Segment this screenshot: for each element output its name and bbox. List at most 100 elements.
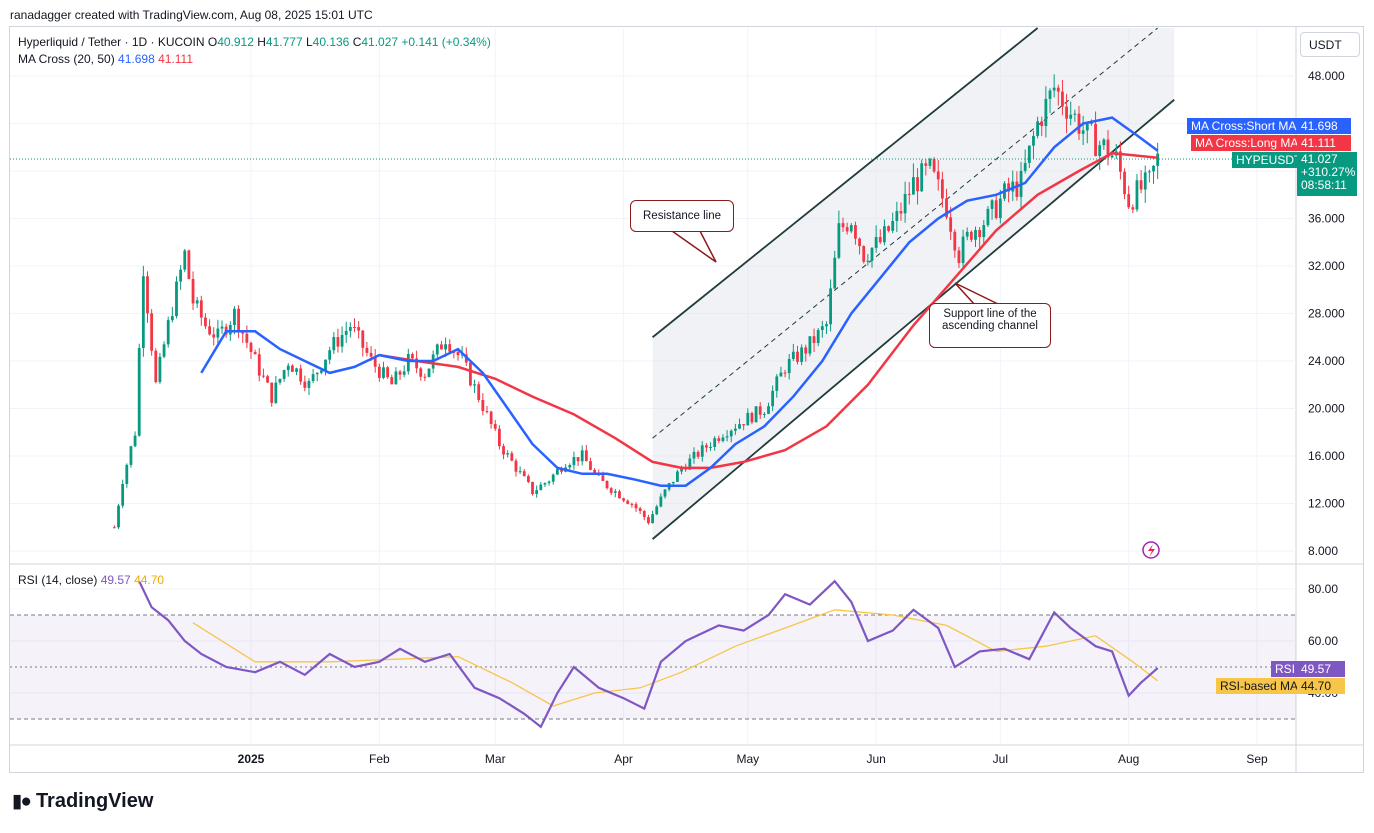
candle-body xyxy=(299,368,303,382)
rsi-label[interactable]: RSI (14, close) xyxy=(18,573,98,587)
candle-body xyxy=(535,490,539,494)
candle-body xyxy=(183,250,187,270)
time-tick-label: Jul xyxy=(993,752,1008,766)
candle-body xyxy=(874,237,878,248)
candle-body xyxy=(394,371,398,385)
candle-body xyxy=(1032,135,1035,146)
symbol-legend[interactable]: Hyperliquid / Tether · 1D · KUCOIN O40.9… xyxy=(18,35,491,49)
candle-body xyxy=(415,358,418,369)
rsi-ma-value-tag: 44.70 xyxy=(1297,678,1345,694)
candle-body xyxy=(916,177,919,192)
candle-body xyxy=(357,327,361,331)
rsi-band xyxy=(10,615,1296,719)
candle-body xyxy=(543,483,547,485)
candle-body xyxy=(175,281,178,317)
rsi-name-tag: RSI xyxy=(1271,661,1300,677)
candle-body xyxy=(812,336,816,344)
candle-body xyxy=(423,376,427,378)
candle-body xyxy=(705,445,708,448)
close-label: C xyxy=(352,35,362,49)
candle-body xyxy=(348,326,352,331)
candle-body xyxy=(237,308,240,333)
candle-body xyxy=(419,368,423,377)
long-ma-name-tag: MA Cross:Long MA xyxy=(1191,135,1303,151)
candle-body xyxy=(680,467,683,472)
candle-body xyxy=(816,330,820,344)
price-tick-label: 24.000 xyxy=(1308,354,1345,368)
price-tick-label: 36.000 xyxy=(1308,212,1345,226)
candle-body xyxy=(870,247,874,261)
candle-body xyxy=(332,337,336,351)
candle-body xyxy=(1040,121,1044,127)
candle-body xyxy=(162,344,166,357)
candle-body xyxy=(129,446,133,465)
candle-body xyxy=(721,437,725,441)
support-label-line1: Support line of the xyxy=(943,308,1037,320)
candle-body xyxy=(336,337,340,347)
price-tick-label: 12.000 xyxy=(1308,497,1345,511)
long-ma-value-tag: 41.111 xyxy=(1297,135,1351,151)
candle-body xyxy=(609,488,613,493)
candle-body xyxy=(390,377,394,385)
bar-countdown: 08:58:11 xyxy=(1301,178,1347,192)
candle-body xyxy=(899,211,903,214)
candle-body xyxy=(427,368,431,377)
candle-body xyxy=(440,344,443,350)
candle-body xyxy=(319,370,323,373)
candle-body xyxy=(841,223,845,228)
candle-body xyxy=(912,177,915,195)
price-tick-label: 48.000 xyxy=(1308,69,1345,83)
candle-body xyxy=(907,193,911,195)
candle-body xyxy=(1011,181,1015,192)
candle-body xyxy=(1061,91,1064,107)
rsi-ma-value: 44.70 xyxy=(134,573,165,587)
time-tick-label: Apr xyxy=(614,752,633,766)
long-ma-line xyxy=(379,151,1158,470)
candle-body xyxy=(717,438,721,441)
time-tick-label: Jun xyxy=(866,752,885,766)
candle-body xyxy=(406,354,410,372)
candle-body xyxy=(618,491,621,499)
rsi-legend[interactable]: RSI (14, close) 49.57 44.70 xyxy=(18,573,164,587)
candle-body xyxy=(1036,121,1039,136)
candle-body xyxy=(1027,145,1031,163)
candle-body xyxy=(125,464,129,484)
candle-body xyxy=(936,171,940,180)
candle-body xyxy=(469,362,472,386)
candle-body xyxy=(204,317,207,327)
symbol-name[interactable]: Hyperliquid / Tether · 1D · KUCOIN xyxy=(18,35,205,49)
tradingview-logo[interactable]: ▮● TradingView xyxy=(12,790,153,813)
ma-legend[interactable]: MA Cross (20, 50) 41.698 41.111 xyxy=(18,52,193,66)
candle-body xyxy=(560,469,563,472)
candle-body xyxy=(576,457,580,462)
channel-mid-line xyxy=(652,27,1158,439)
candle-body xyxy=(775,376,779,391)
candle-body xyxy=(502,446,505,455)
price-change-pct: +310.27% xyxy=(1301,165,1356,179)
candle-body xyxy=(266,376,269,383)
currency-button[interactable]: USDT xyxy=(1300,32,1360,57)
price-tick-label: 28.000 xyxy=(1308,307,1345,321)
candle-body xyxy=(659,496,663,507)
candle-body xyxy=(493,423,497,429)
candle-body xyxy=(555,469,559,475)
lightning-icon[interactable] xyxy=(1142,541,1160,559)
candle-body xyxy=(1098,145,1102,156)
candle-body xyxy=(187,250,191,279)
price-tick-label: 20.000 xyxy=(1308,402,1345,416)
candle-body xyxy=(386,367,390,378)
candle-body xyxy=(340,334,344,347)
candle-body xyxy=(1094,123,1097,156)
candle-body xyxy=(990,200,994,209)
candle-body xyxy=(800,347,804,362)
candle-body xyxy=(382,367,385,378)
candle-body xyxy=(858,238,861,247)
candle-body xyxy=(758,406,762,415)
candle-body xyxy=(651,514,654,524)
ma-label[interactable]: MA Cross (20, 50) xyxy=(18,52,115,66)
candle-body xyxy=(762,413,766,415)
candle-body xyxy=(353,326,356,328)
tradingview-brand-text: TradingView xyxy=(35,790,154,812)
candle-body xyxy=(369,352,373,357)
